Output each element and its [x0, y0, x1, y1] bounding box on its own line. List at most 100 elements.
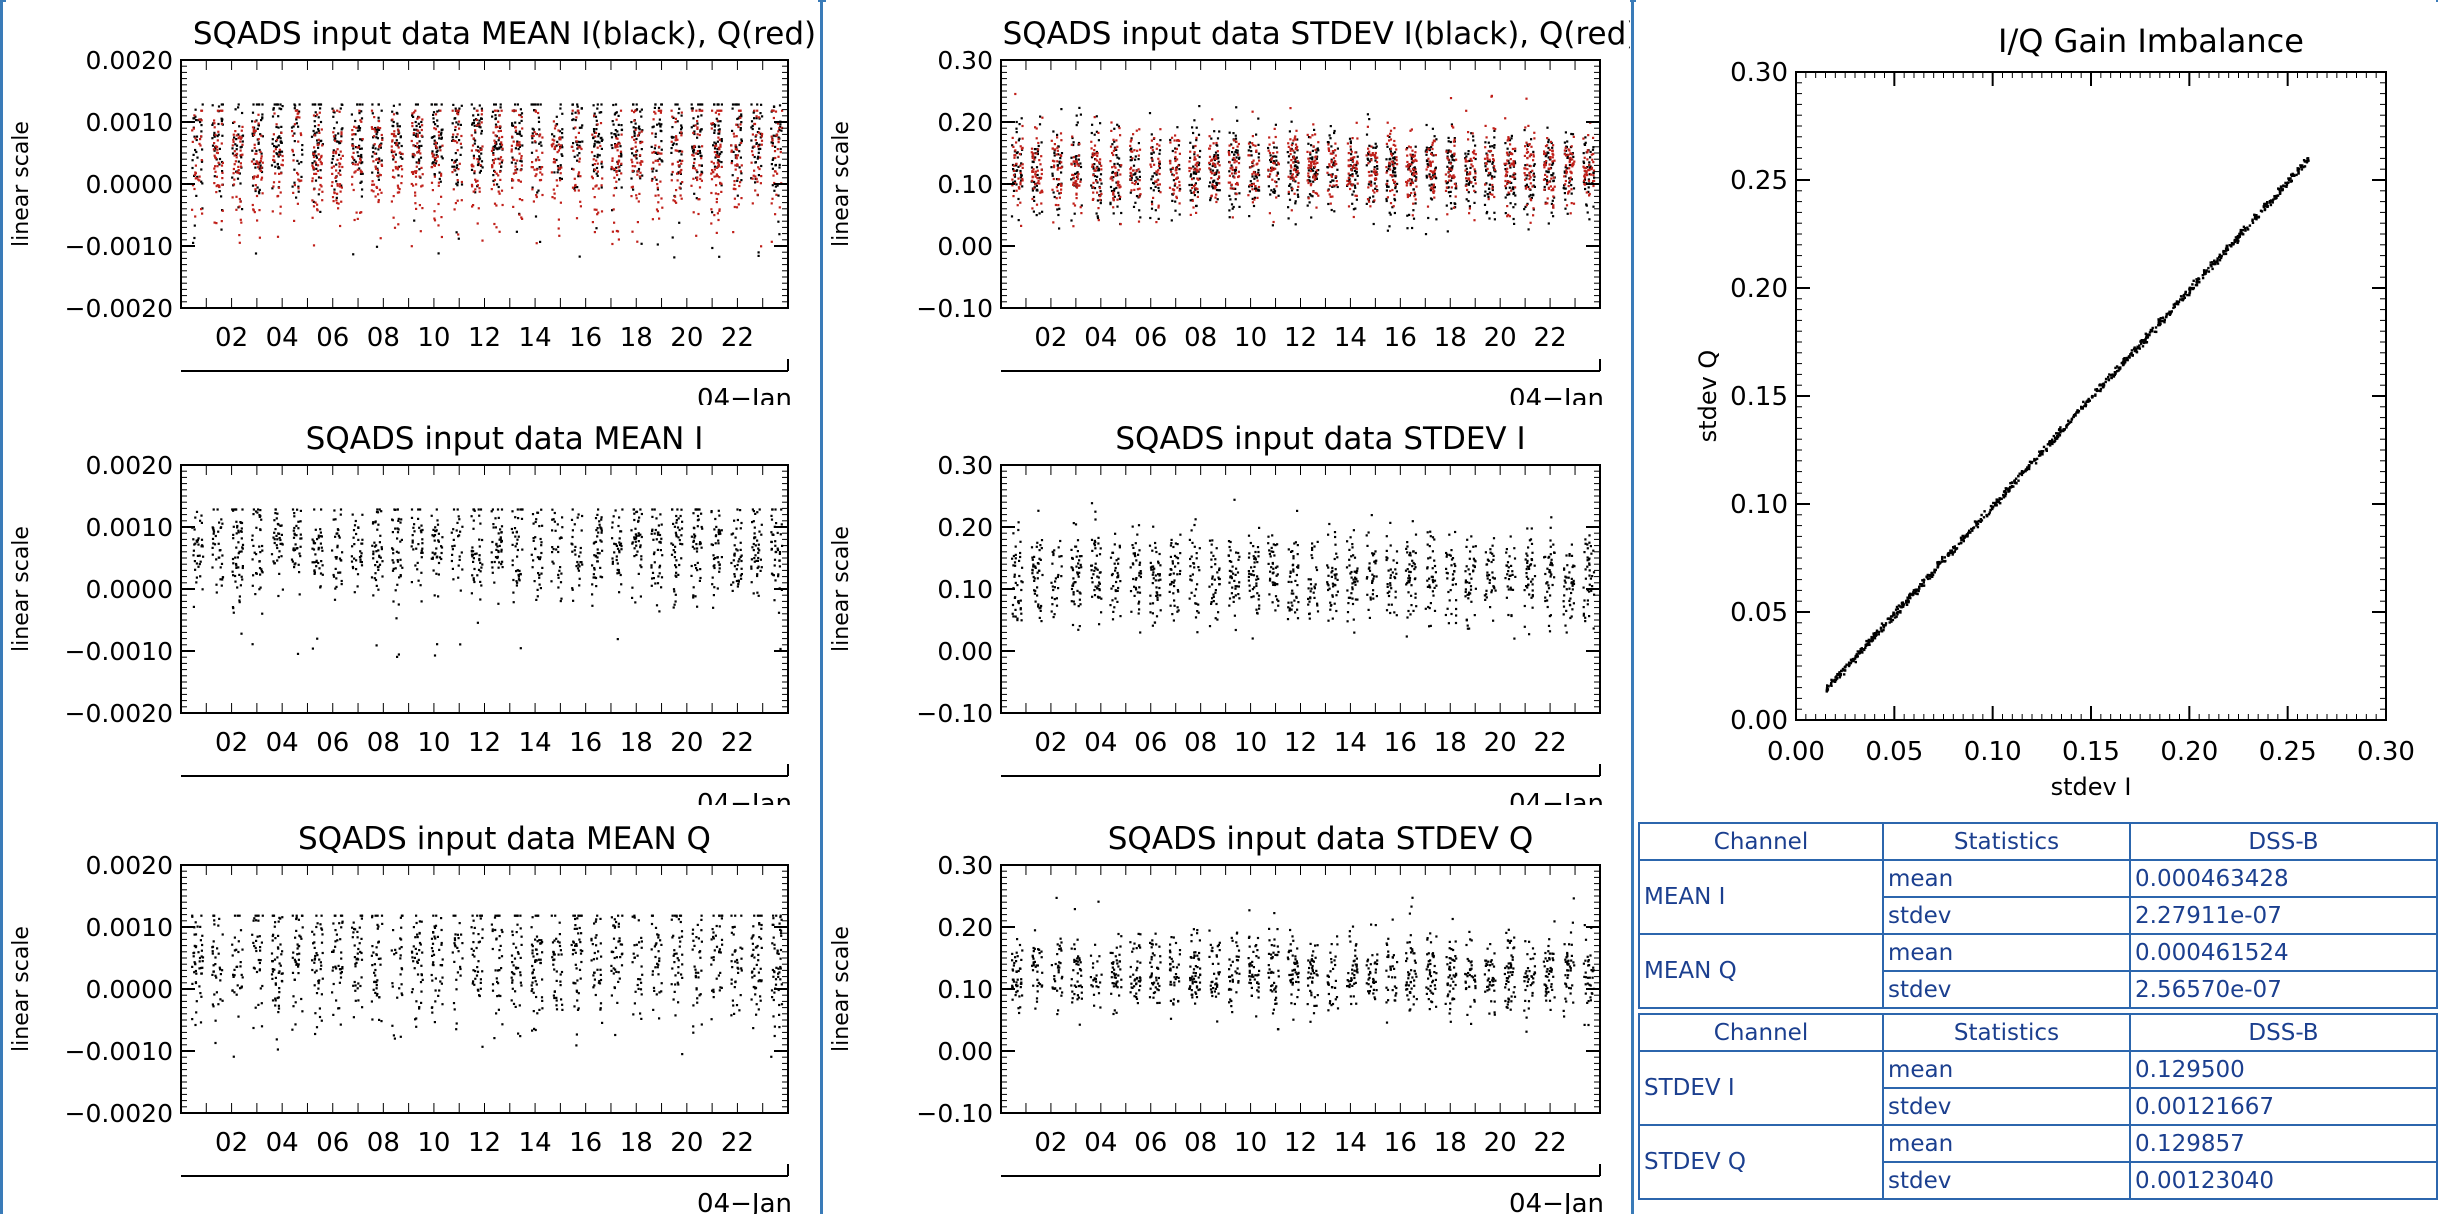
data-point — [1512, 206, 1515, 209]
data-point — [1425, 168, 1428, 171]
data-point — [615, 166, 618, 169]
data-point — [575, 217, 579, 220]
data-point — [1137, 158, 1140, 161]
data-point — [277, 186, 281, 189]
data-point — [654, 144, 657, 147]
data-point — [453, 165, 456, 168]
data-point — [1118, 157, 1121, 160]
data-point — [753, 122, 757, 126]
data-point — [251, 132, 254, 135]
data-point — [480, 129, 483, 133]
data-point — [1013, 169, 1016, 172]
data-point — [314, 179, 318, 182]
data-point — [540, 144, 543, 147]
data-point — [1590, 166, 1594, 169]
data-point — [1149, 187, 1153, 190]
data-point — [380, 163, 383, 166]
data-point — [1254, 174, 1257, 177]
data-point — [1070, 162, 1073, 165]
data-point — [736, 148, 739, 151]
data-point — [1484, 141, 1487, 144]
data-point — [278, 180, 281, 183]
data-point — [191, 184, 195, 187]
data-point — [1451, 156, 1454, 159]
data-point — [353, 125, 356, 128]
data-point — [1391, 169, 1395, 172]
data-point — [1032, 168, 1035, 171]
data-point — [1309, 136, 1312, 139]
data-point — [600, 136, 603, 139]
data-point — [1074, 179, 1077, 183]
data-point — [376, 137, 379, 140]
data-point — [1471, 151, 1475, 154]
data-point — [535, 168, 538, 171]
data-point — [1453, 137, 1456, 140]
data-point — [377, 200, 380, 204]
data-point — [457, 120, 461, 123]
data-point — [1174, 159, 1177, 163]
chart-stdev-iq-svg: SQADS input data STDEV I(black), Q(red)l… — [829, 16, 1630, 405]
data-point — [759, 156, 762, 159]
data-point — [596, 170, 599, 173]
data-point — [1411, 153, 1414, 156]
data-point — [600, 147, 603, 150]
data-point — [1289, 164, 1292, 167]
data-point — [1267, 185, 1270, 188]
data-point — [670, 109, 673, 112]
data-point — [1592, 152, 1595, 156]
data-point — [1208, 163, 1211, 166]
data-point — [474, 129, 477, 132]
data-point — [1570, 184, 1573, 187]
data-point — [259, 169, 262, 172]
data-point — [375, 133, 378, 136]
data-point — [1487, 195, 1490, 198]
data-point — [1493, 211, 1496, 214]
data-point — [314, 201, 317, 204]
data-point — [630, 195, 633, 198]
data-point — [1314, 171, 1318, 174]
data-point — [1564, 175, 1567, 178]
data-point — [675, 135, 678, 138]
data-point — [735, 123, 738, 126]
data-point — [740, 140, 743, 143]
data-point — [693, 130, 696, 133]
data-point — [381, 137, 384, 140]
data-point — [1470, 159, 1473, 162]
data-point — [1170, 170, 1173, 173]
data-point — [1591, 158, 1594, 161]
data-point — [1532, 208, 1535, 211]
data-point — [1568, 181, 1571, 184]
data-point — [233, 150, 236, 153]
data-point — [221, 209, 224, 212]
data-point — [1564, 131, 1567, 134]
data-point — [1294, 200, 1297, 203]
data-point — [1189, 175, 1192, 178]
data-point — [520, 119, 523, 122]
data-point — [734, 103, 737, 106]
data-point — [1178, 152, 1181, 155]
data-point — [472, 190, 475, 193]
data-point — [338, 183, 342, 186]
data-point — [1514, 149, 1517, 153]
data-point — [492, 153, 495, 156]
chart-title: SQADS input data MEAN I(black), Q(red) — [193, 16, 816, 52]
data-point — [590, 151, 594, 154]
data-point — [200, 160, 204, 163]
data-point — [1490, 177, 1493, 180]
data-point — [614, 103, 618, 106]
data-point — [1585, 203, 1588, 206]
data-point — [377, 199, 380, 202]
data-point — [499, 156, 503, 159]
data-point — [680, 111, 683, 114]
data-point — [538, 158, 541, 162]
data-point — [1093, 175, 1097, 178]
data-point — [261, 103, 264, 106]
data-point — [1112, 212, 1115, 215]
data-point — [1488, 183, 1491, 186]
data-point — [438, 146, 441, 149]
data-point — [1208, 147, 1211, 150]
data-point — [590, 175, 594, 178]
data-point — [394, 153, 397, 156]
data-point — [1217, 171, 1220, 174]
data-point — [433, 127, 436, 130]
